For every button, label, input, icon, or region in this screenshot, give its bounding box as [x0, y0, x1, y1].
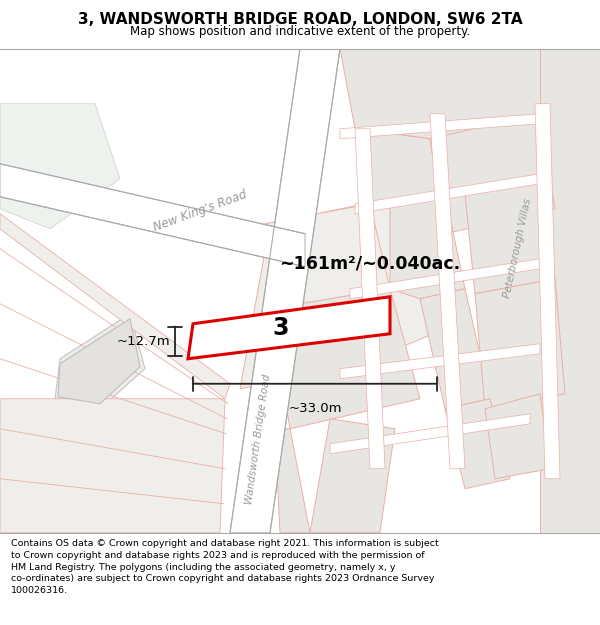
Polygon shape: [275, 429, 310, 532]
Polygon shape: [188, 297, 390, 359]
Text: New King's Road: New King's Road: [151, 188, 248, 234]
Polygon shape: [430, 114, 465, 469]
Polygon shape: [265, 204, 390, 309]
Text: Wandsworth Bridge Road: Wandsworth Bridge Road: [244, 373, 272, 504]
Polygon shape: [390, 194, 465, 299]
Polygon shape: [0, 104, 120, 229]
Text: ~12.7m: ~12.7m: [116, 335, 170, 348]
Polygon shape: [240, 204, 445, 389]
Polygon shape: [340, 114, 540, 139]
Text: Map shows position and indicative extent of the property.: Map shows position and indicative extent…: [130, 25, 470, 38]
Polygon shape: [475, 279, 565, 409]
Polygon shape: [535, 104, 560, 479]
Polygon shape: [340, 344, 540, 379]
Polygon shape: [55, 314, 145, 409]
Polygon shape: [355, 129, 445, 234]
Polygon shape: [330, 414, 530, 454]
Polygon shape: [270, 289, 420, 429]
Polygon shape: [0, 399, 225, 532]
Polygon shape: [0, 214, 230, 399]
Polygon shape: [420, 289, 490, 409]
Text: ~33.0m: ~33.0m: [288, 402, 342, 415]
Text: Peterborough Villas: Peterborough Villas: [503, 198, 533, 299]
Polygon shape: [230, 49, 340, 532]
Polygon shape: [350, 259, 540, 299]
Polygon shape: [485, 394, 550, 479]
Polygon shape: [310, 419, 395, 532]
Polygon shape: [430, 114, 555, 234]
Polygon shape: [340, 49, 600, 169]
Text: ~161m²/~0.040ac.: ~161m²/~0.040ac.: [280, 255, 461, 272]
Polygon shape: [540, 49, 600, 532]
Polygon shape: [355, 174, 540, 214]
Text: Contains OS data © Crown copyright and database right 2021. This information is : Contains OS data © Crown copyright and d…: [11, 539, 439, 595]
Text: 3: 3: [272, 316, 289, 340]
Polygon shape: [58, 319, 140, 404]
Polygon shape: [445, 399, 510, 489]
Polygon shape: [0, 164, 305, 267]
Polygon shape: [465, 174, 555, 294]
Text: 3, WANDSWORTH BRIDGE ROAD, LONDON, SW6 2TA: 3, WANDSWORTH BRIDGE ROAD, LONDON, SW6 2…: [77, 12, 523, 27]
Polygon shape: [355, 129, 385, 469]
